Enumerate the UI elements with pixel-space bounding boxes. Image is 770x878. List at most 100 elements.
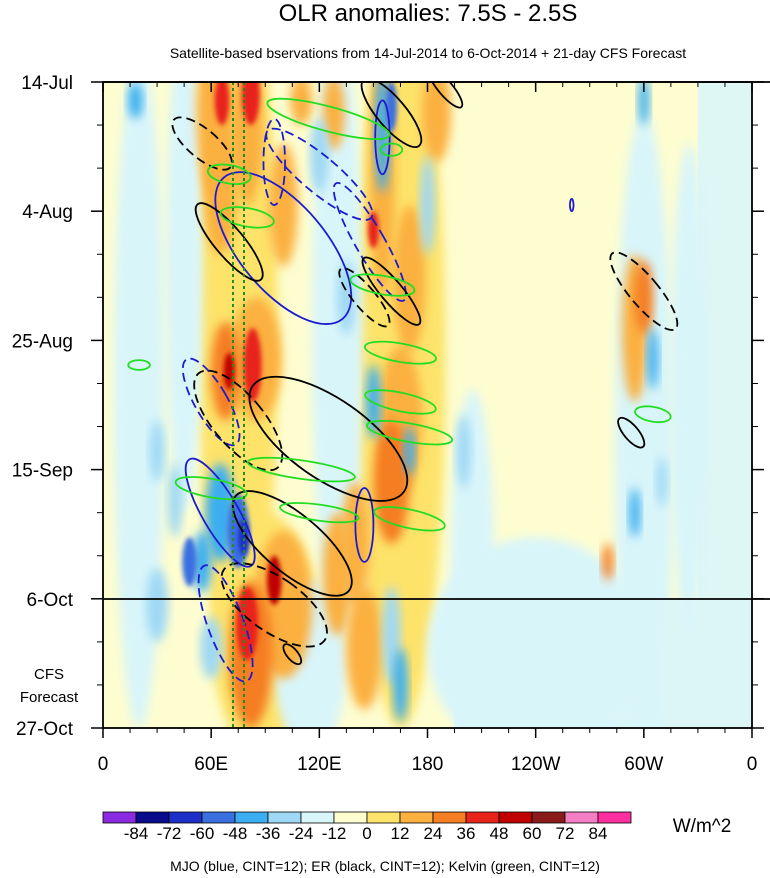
colorbar-swatch — [168, 811, 203, 824]
er-contour — [361, 256, 422, 326]
kelvin-contour — [349, 273, 416, 297]
anomaly-blob — [656, 457, 668, 507]
anomaly-blob — [420, 155, 435, 255]
colorbar-label: -24 — [289, 824, 314, 843]
x-tick-label: 120E — [297, 754, 341, 775]
anomaly-blob — [322, 512, 352, 636]
mjo-contour — [197, 564, 254, 683]
anomaly-blob — [182, 537, 197, 587]
anomaly-blob — [167, 463, 183, 538]
anomaly-blob — [214, 82, 230, 126]
x-tick-label: 120W — [511, 754, 561, 775]
anomaly-blob — [634, 260, 653, 335]
anomaly-blob — [203, 131, 237, 255]
colorbar-swatch — [234, 811, 269, 824]
mjo-contour — [332, 182, 407, 302]
anomaly-blob — [113, 82, 165, 728]
kelvin-contour — [365, 419, 454, 446]
er-contour — [171, 116, 233, 171]
anomaly-blob — [368, 211, 379, 249]
colorbar-swatch — [564, 811, 599, 824]
colorbar-label: 36 — [457, 824, 476, 843]
anomaly-blob — [290, 82, 313, 126]
y-tick-label: 15-Sep — [12, 461, 73, 482]
er-contour — [194, 202, 264, 282]
kelvin-contour — [266, 97, 391, 141]
anomaly-blob — [268, 143, 298, 267]
er-contour — [220, 562, 328, 648]
forecast-label-line2: Forecast — [20, 689, 79, 706]
colorbar-swatch — [300, 811, 335, 824]
kelvin-contour — [379, 142, 404, 157]
colorbar-label: 24 — [424, 824, 443, 843]
colorbar-label: -84 — [124, 824, 149, 843]
colorbar-label: -48 — [223, 824, 248, 843]
colorbar-label: -12 — [322, 824, 347, 843]
colorbar-swatch — [531, 811, 566, 824]
colorbar-label: -72 — [157, 824, 182, 843]
anomaly-blob — [243, 328, 262, 402]
kelvin-contour — [127, 359, 151, 371]
colorbar-label: 0 — [362, 824, 371, 843]
mjo-contour — [184, 457, 256, 568]
mjo-contour — [265, 127, 374, 221]
mjo-contour — [374, 99, 391, 176]
anomaly-blob — [393, 648, 408, 722]
colorbar-label: 72 — [556, 824, 575, 843]
anomaly-blob — [205, 463, 235, 562]
y-tick-label: 14-Jul — [21, 73, 73, 94]
colorbar: -84 -72 -60 -48 -36 -24 -12 0 12 24 36 48 60 72 84 — [102, 811, 632, 843]
contour-layer — [127, 82, 679, 683]
er-contour — [427, 82, 464, 109]
kelvin-contour — [174, 476, 248, 500]
anomaly-blob — [346, 586, 383, 710]
axes: 0 60E 120E 180 120W 60W 0 14-Jul 4-Aug 25-Aug 15-S… — [12, 73, 764, 775]
kelvin-contour — [364, 340, 437, 365]
colorbar-swatch — [366, 811, 401, 824]
anomaly-blob — [638, 82, 650, 126]
colorbar-swatch — [102, 811, 137, 824]
anomaly-blob — [422, 82, 451, 162]
anomaly-blob — [193, 531, 212, 593]
er-contour — [338, 267, 391, 328]
er-contour — [248, 375, 409, 502]
x-tick-label: 60E — [194, 754, 228, 775]
anomaly-blob — [456, 414, 471, 489]
anomaly-blob — [200, 617, 222, 679]
colorbar-label: 60 — [523, 824, 542, 843]
colorbar-swatch — [135, 811, 170, 824]
mjo-contour — [214, 171, 353, 325]
colorbar-swatch — [498, 811, 533, 824]
forecast-region-shade — [454, 598, 752, 728]
anomaly-blob — [404, 426, 415, 476]
anomaly-blob — [149, 420, 165, 482]
kelvin-contour — [206, 163, 252, 186]
er-contour — [231, 490, 353, 597]
colorbar-units: W/m^2 — [673, 816, 732, 837]
footnote: MJO (blue, CINT=12); ER (black, CINT=12)… — [170, 858, 600, 874]
y-tick-label: 6-Oct — [27, 590, 74, 611]
kelvin-contour — [246, 456, 356, 483]
x-tick-label: 180 — [412, 754, 444, 775]
colorbar-label: 48 — [490, 824, 509, 843]
colorbar-swatch — [597, 811, 632, 824]
mjo-contour — [181, 357, 241, 447]
kelvin-contour — [219, 206, 275, 229]
x-tick-label: 0 — [98, 754, 109, 775]
kelvin-contour — [364, 389, 437, 415]
colorbar-swatch — [333, 811, 368, 824]
kelvin-contour — [373, 506, 446, 532]
anomaly-blob — [223, 352, 235, 390]
anomaly-blob — [375, 82, 390, 193]
x-tick-label: 0 — [747, 754, 758, 775]
anomaly-blob — [310, 118, 329, 193]
er-contour — [193, 369, 284, 472]
anomaly-blob — [647, 328, 659, 390]
chart-subtitle: Satellite-based bservations from 14-Jul-… — [170, 45, 686, 61]
east-region-shade — [697, 82, 752, 599]
er-contour — [360, 82, 423, 148]
chart-title: OLR anomalies: 7.5S - 2.5S — [279, 0, 578, 27]
anomaly-blob — [373, 420, 410, 544]
colorbar-label: -60 — [190, 824, 215, 843]
